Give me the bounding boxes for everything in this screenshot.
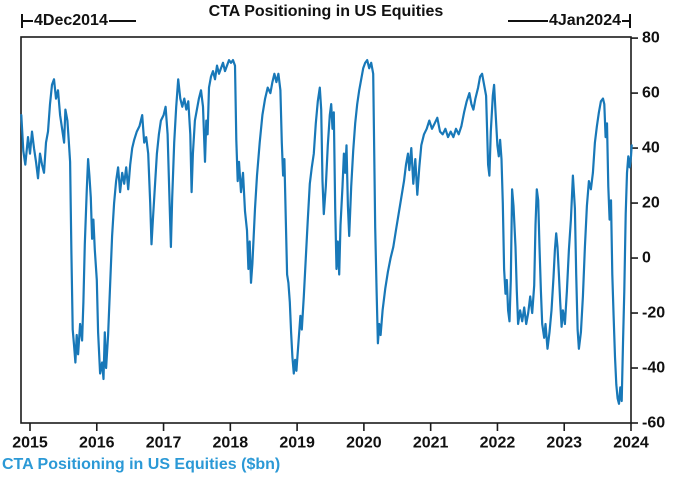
y-axis-tick-label: -40 bbox=[642, 360, 665, 377]
y-axis-tick-label: -60 bbox=[642, 415, 665, 432]
x-axis-tick-label: 2023 bbox=[546, 435, 582, 452]
chart-title: CTA Positioning in US Equities bbox=[208, 3, 444, 20]
chart-footer-caption: CTA Positioning in US Equities ($bn) bbox=[2, 456, 281, 473]
x-axis-tick-label: 2015 bbox=[12, 435, 48, 452]
x-axis-tick-label: 2021 bbox=[413, 435, 449, 452]
x-axis-tick-label: 2016 bbox=[79, 435, 115, 452]
range-end-bracket bbox=[629, 13, 631, 28]
plot-border bbox=[20, 36, 632, 424]
range-start-annotation: 4Dec2014 bbox=[21, 12, 136, 29]
x-axis-tick-label: 2018 bbox=[213, 435, 249, 452]
x-axis-tick-label: 2022 bbox=[480, 435, 516, 452]
y-axis-tick-label: 40 bbox=[642, 140, 660, 157]
range-start-bracket bbox=[21, 13, 23, 28]
range-end-label: 4Jan2024 bbox=[548, 11, 621, 29]
range-start-trailing-line bbox=[108, 19, 136, 22]
x-axis-tick-label: 2020 bbox=[346, 435, 382, 452]
x-axis-tick-label: 2019 bbox=[279, 435, 315, 452]
range-end-trailing-line bbox=[622, 19, 629, 22]
range-end-line bbox=[507, 19, 548, 22]
y-axis-tick-label: 80 bbox=[642, 30, 660, 47]
range-start-line bbox=[23, 19, 33, 22]
y-axis-tick-label: 60 bbox=[642, 85, 660, 102]
y-axis-tick-label: 20 bbox=[642, 195, 660, 212]
cta-positioning-line bbox=[20, 59, 633, 405]
range-start-label: 4Dec2014 bbox=[34, 11, 108, 29]
x-axis-tick-label: 2017 bbox=[146, 435, 182, 452]
y-axis-tick-label: -20 bbox=[642, 305, 665, 322]
x-axis-tick-label: 2024 bbox=[613, 435, 649, 452]
range-end-annotation: 4Jan2024 bbox=[507, 11, 631, 29]
y-axis-tick-label: 0 bbox=[642, 250, 651, 267]
